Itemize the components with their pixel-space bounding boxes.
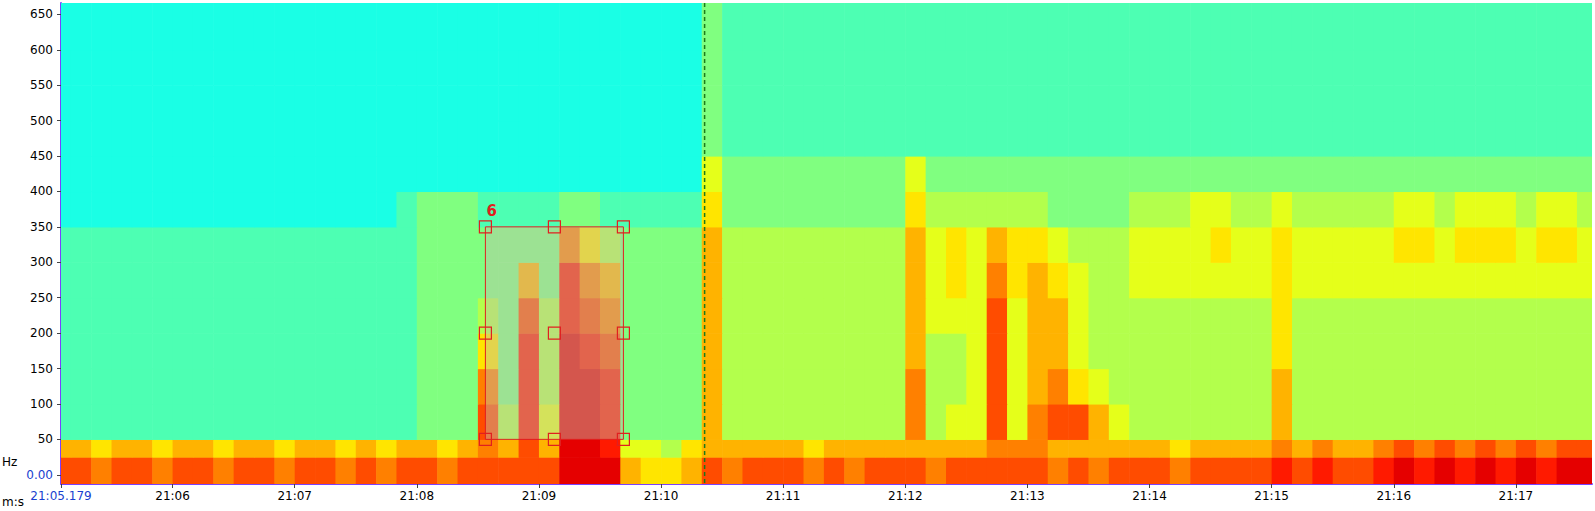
svg-text:21:16: 21:16	[1376, 489, 1411, 503]
svg-text:21:10: 21:10	[644, 489, 679, 503]
svg-text:21:11: 21:11	[766, 489, 801, 503]
svg-text:21:05.179: 21:05.179	[30, 489, 91, 503]
svg-text:21:15: 21:15	[1254, 489, 1289, 503]
svg-text:600: 600	[30, 43, 53, 57]
svg-text:500: 500	[30, 114, 53, 128]
svg-text:21:07: 21:07	[277, 489, 312, 503]
svg-text:300: 300	[30, 255, 53, 269]
svg-text:550: 550	[30, 78, 53, 92]
svg-text:21:13: 21:13	[1010, 489, 1045, 503]
svg-text:50: 50	[38, 432, 53, 446]
svg-text:0.00: 0.00	[26, 468, 53, 482]
svg-text:200: 200	[30, 326, 53, 340]
svg-text:450: 450	[30, 149, 53, 163]
svg-text:250: 250	[30, 291, 53, 305]
svg-text:21:12: 21:12	[888, 489, 923, 503]
svg-text:150: 150	[30, 362, 53, 376]
svg-text:21:06: 21:06	[155, 489, 190, 503]
svg-text:21:17: 21:17	[1499, 489, 1534, 503]
svg-text:650: 650	[30, 7, 53, 21]
svg-text:100: 100	[30, 397, 53, 411]
svg-text:Hz: Hz	[2, 455, 17, 469]
svg-text:350: 350	[30, 220, 53, 234]
svg-text:6: 6	[486, 202, 496, 220]
svg-text:21:09: 21:09	[522, 489, 557, 503]
svg-text:21:14: 21:14	[1132, 489, 1167, 503]
svg-text:400: 400	[30, 184, 53, 198]
svg-text:m:s: m:s	[2, 495, 24, 509]
svg-text:21:08: 21:08	[400, 489, 435, 503]
